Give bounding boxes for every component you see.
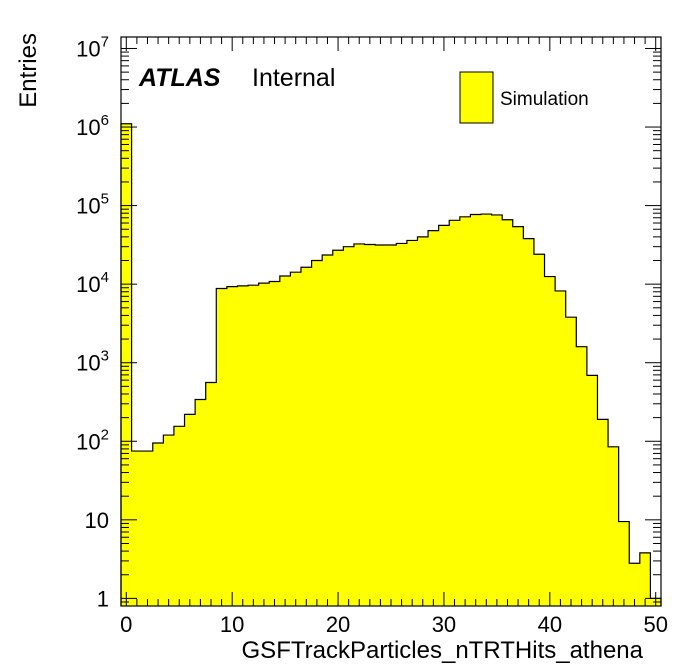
histogram-bar bbox=[332, 250, 344, 607]
histogram-bar bbox=[343, 246, 355, 606]
histogram-bar bbox=[523, 238, 535, 606]
histogram-bar bbox=[533, 254, 545, 606]
histogram-bar bbox=[269, 281, 281, 606]
histogram-bar bbox=[375, 245, 387, 607]
histogram-bar bbox=[195, 399, 207, 606]
legend-swatch bbox=[459, 71, 494, 124]
x-tick-label: 0 bbox=[120, 612, 132, 637]
histogram-bar bbox=[184, 414, 196, 606]
histogram-bar bbox=[565, 317, 577, 606]
histogram-bar bbox=[258, 283, 270, 606]
histogram-outline bbox=[120, 123, 662, 606]
histogram-bar bbox=[502, 219, 514, 606]
internal-label: Internal bbox=[252, 64, 335, 92]
histogram-bar bbox=[163, 435, 175, 606]
histogram-bar bbox=[248, 285, 259, 606]
y-axis-tick-labels: 1 10 102 103 104 105 106 107 bbox=[76, 33, 109, 611]
histogram-bar bbox=[597, 419, 609, 606]
y-axis-ticks bbox=[121, 47, 661, 603]
histogram-bar bbox=[205, 382, 217, 606]
histogram-bar bbox=[226, 286, 238, 606]
histogram-bar bbox=[555, 290, 567, 606]
x-tick-label: 30 bbox=[432, 612, 456, 637]
histogram-bar bbox=[353, 243, 365, 606]
histogram-bar bbox=[618, 521, 630, 606]
histogram-bar bbox=[428, 230, 439, 606]
histogram-bar bbox=[586, 375, 598, 606]
histogram-bar bbox=[216, 288, 228, 606]
y-tick-label: 104 bbox=[76, 269, 109, 297]
histogram-bar bbox=[470, 214, 482, 606]
histogram-bars bbox=[121, 123, 662, 607]
histogram-bar bbox=[544, 276, 556, 606]
histogram-bar bbox=[279, 275, 291, 606]
histogram-bar bbox=[364, 244, 376, 607]
histogram-bar bbox=[481, 214, 492, 606]
histogram-bar bbox=[396, 243, 408, 606]
x-tick-label: 10 bbox=[220, 612, 244, 637]
histogram-bar bbox=[512, 226, 524, 607]
histogram-bar bbox=[629, 563, 641, 606]
y-tick-label: 103 bbox=[76, 348, 109, 376]
histogram-bar bbox=[173, 426, 185, 606]
y-axis-title: Entries bbox=[15, 33, 42, 108]
x-axis-tick-labels: 0 10 20 30 40 50 bbox=[120, 612, 668, 637]
y-tick-label: 107 bbox=[76, 33, 109, 61]
y-tick-label: 1 bbox=[97, 586, 109, 611]
histogram-bar bbox=[237, 285, 249, 606]
histogram-bar bbox=[438, 225, 450, 606]
histogram-bar bbox=[131, 451, 143, 606]
histogram-bar bbox=[639, 552, 651, 606]
histogram-bar bbox=[459, 216, 471, 606]
y-tick-label: 106 bbox=[76, 112, 109, 140]
x-tick-label: 20 bbox=[326, 612, 350, 637]
x-tick-label: 40 bbox=[538, 612, 562, 637]
histogram-bar bbox=[290, 272, 302, 606]
histogram-bar bbox=[608, 446, 619, 606]
x-axis-title: GSFTrackParticles_nTRTHits_athena bbox=[242, 637, 644, 664]
histogram-bar bbox=[142, 451, 154, 606]
histogram-bar bbox=[301, 267, 312, 606]
histogram-bar bbox=[449, 220, 461, 606]
histogram-bar bbox=[406, 240, 418, 606]
y-tick-label: 102 bbox=[76, 426, 109, 454]
y-tick-label: 10 bbox=[85, 508, 109, 533]
histogram-bar bbox=[417, 236, 429, 606]
atlas-label: ATLAS bbox=[138, 64, 221, 92]
legend-label: Simulation bbox=[500, 89, 589, 110]
histogram-bar bbox=[121, 123, 132, 607]
x-tick-label: 50 bbox=[643, 612, 667, 637]
histogram-bar bbox=[322, 255, 334, 606]
histogram-bar bbox=[491, 214, 503, 606]
histogram-bar bbox=[152, 443, 164, 606]
histogram-bar bbox=[385, 245, 397, 607]
histogram-bar bbox=[576, 346, 588, 606]
histogram-bar bbox=[311, 260, 323, 606]
y-tick-label: 105 bbox=[76, 191, 109, 219]
